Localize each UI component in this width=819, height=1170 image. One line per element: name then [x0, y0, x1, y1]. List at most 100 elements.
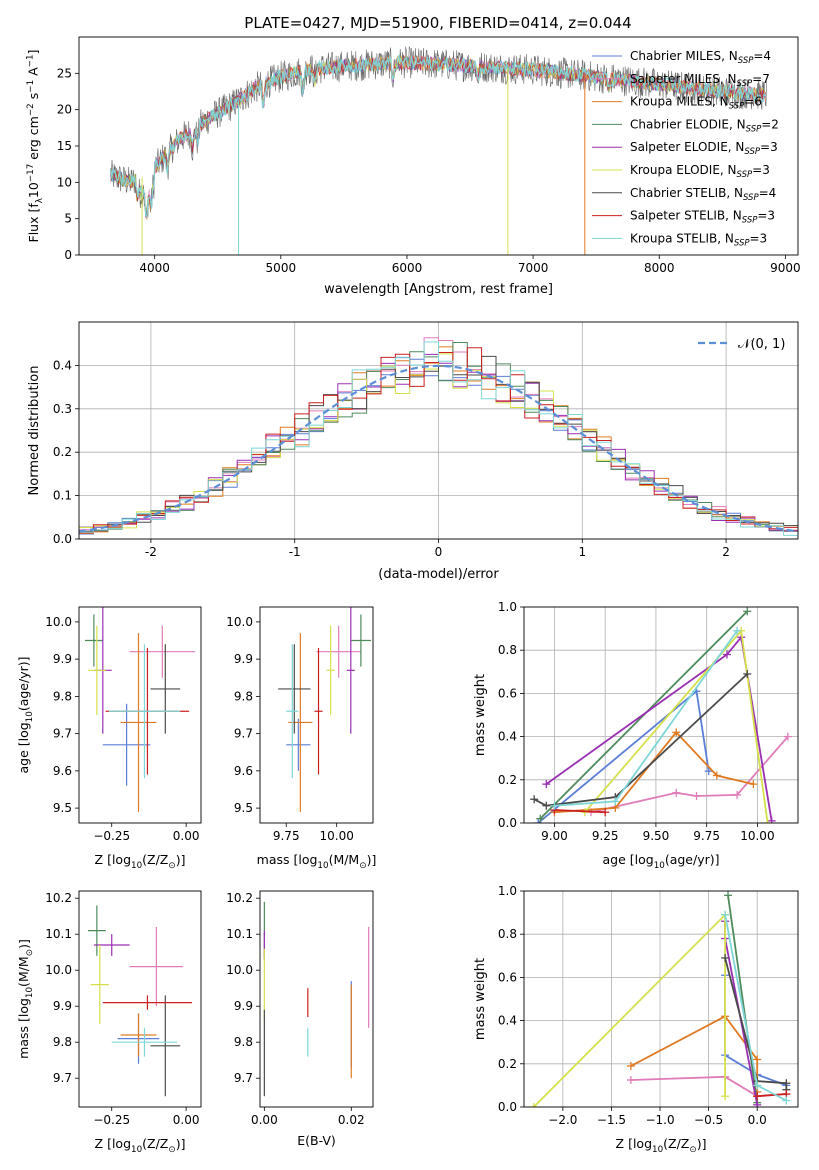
- weight-marker: [704, 767, 713, 776]
- y-tick-label: 0.0: [498, 1100, 517, 1114]
- legend-label: Chabrier ELODIE, NSSP=2: [630, 117, 779, 134]
- mass-vs-Z-xlabel-part: )]: [176, 1136, 186, 1151]
- y-tick-label: 9.6: [234, 764, 253, 778]
- y-tick-label: 9.8: [234, 689, 253, 703]
- y-tick-label: 9.5: [234, 801, 253, 815]
- mass-weight-vs-Z-xlabel-part: 10: [652, 1145, 663, 1155]
- age-vs-Z-ylabel-part: 10: [25, 711, 35, 722]
- legend-sub: SSP: [738, 56, 754, 66]
- weight-marker: [721, 953, 730, 962]
- x-tick-label: 1: [578, 545, 586, 559]
- legend-n: =3: [750, 231, 768, 245]
- age-vs-Z-ylabel-part: (age/yr)]: [16, 656, 31, 711]
- weight-marker: [783, 732, 792, 741]
- legend-name: Salpeter MILES, N: [630, 72, 737, 86]
- x-tick-label: -1: [289, 545, 301, 559]
- mass-weight-vs-Z-xlabel-part: Z [log: [616, 1136, 652, 1151]
- legend-sub: SSP: [743, 193, 759, 203]
- legend-n: =3: [757, 209, 775, 223]
- x-tick-label: 9000: [770, 261, 801, 275]
- weight-marker: [626, 1061, 635, 1070]
- spectrum-ylabel-part: −17: [26, 164, 36, 182]
- age-vs-Z-xlabel-part: (Z/Z: [142, 852, 168, 867]
- errorbar-kroupa-stelib: [286, 644, 299, 779]
- mass-vs-Z-ylabel-part: (M/M: [16, 956, 31, 987]
- weight-marker: [724, 891, 733, 900]
- weight-line-salpeter-stelib: [757, 1093, 787, 1098]
- age-vs-mass-xlabel-part: (M/M: [329, 852, 360, 867]
- spectrum-ylabel-part: s: [26, 93, 41, 104]
- plot-area-spectrum: [109, 45, 767, 255]
- y-tick-label: 20: [57, 103, 72, 117]
- weight-marker: [753, 1100, 762, 1107]
- x-tick-label: 0.00: [173, 1113, 200, 1127]
- y-tick-label: 10.2: [226, 891, 253, 905]
- y-tick-label: 10.0: [226, 963, 253, 977]
- x-tick-label: 9.50: [643, 829, 670, 843]
- errorbar-kroupa-elodie: [87, 625, 106, 715]
- errorbar-chabrier-stelib: [150, 644, 181, 734]
- weight-marker: [626, 1076, 635, 1084]
- weight-marker: [722, 650, 731, 659]
- axes-residuals: -2 -1 0 1 2 0.0 0.1 0.2 0.3 0.4: [53, 321, 799, 559]
- y-tick-label: 15: [57, 139, 72, 153]
- x-tick-label: 6000: [392, 261, 423, 275]
- weight-marker: [721, 1092, 730, 1101]
- mass-vs-Z-xlabel-part: Z [log: [95, 1136, 131, 1151]
- errorbar-salpeter-elodie: [346, 607, 355, 734]
- weight-line-salpeter-elodie: [545, 635, 773, 821]
- weight-marker: [733, 790, 742, 799]
- y-tick-label: 9.9: [53, 999, 72, 1013]
- weight-marker: [712, 771, 721, 780]
- plot-area-mass-vs-Z: [87, 905, 193, 1097]
- y-tick-label: 1.0: [498, 884, 517, 898]
- legend-n: =2: [761, 117, 779, 131]
- axes-mass-vs-EBV: 0.00 0.02 9.7 9.8 9.9 10.0 10.1 10.2: [226, 890, 374, 1127]
- errorbar-chabrier-miles: [102, 703, 151, 786]
- y-tick-label: 0.6: [498, 686, 517, 700]
- weight-marker: [763, 819, 772, 823]
- legend-n: =4: [759, 186, 777, 200]
- x-tick-label: 0.02: [338, 1113, 365, 1127]
- age-vs-Z-ylabel: age [log10(age/yr)]: [16, 656, 35, 773]
- mass-vs-Z-ylabel-part: 10: [25, 987, 35, 998]
- x-tick-label: −0.25: [93, 829, 130, 843]
- x-tick-label: −2.0: [548, 1113, 577, 1127]
- y-tick-label: 10: [57, 175, 72, 189]
- y-tick-label: 0.6: [498, 970, 517, 984]
- residuals-xlabel: (data-model)/error: [378, 567, 499, 582]
- y-tick-label: 10.0: [45, 615, 72, 629]
- legend-name: Chabrier MILES, N: [630, 49, 738, 63]
- weight-line-chabrier-elodie: [727, 895, 759, 1103]
- legend-name: Kroupa STELIB, N: [630, 231, 734, 245]
- y-tick-label: 10.1: [226, 927, 253, 941]
- errorbar-salpeter-stelib: [314, 647, 323, 775]
- y-tick-label: 0.4: [498, 730, 517, 744]
- weight-marker: [672, 728, 681, 737]
- y-tick-label: 0.0: [498, 816, 517, 830]
- spectrum-line-kroupa-stelib: [109, 54, 767, 218]
- spectrum-ylabel: Flux [fλ10−17 erg cm−2 s−1 A−1]: [25, 50, 44, 243]
- figure-title: PLATE=0427, MJD=51900, FIBERID=0414, z=0…: [244, 14, 631, 32]
- axes-frame: [259, 890, 374, 1108]
- y-tick-label: 0.2: [498, 1057, 517, 1071]
- x-tick-label: −0.25: [93, 1113, 130, 1127]
- errorbar-chabrier-elodie: [87, 905, 106, 956]
- axes-frame: [78, 606, 202, 824]
- y-tick-label: 9.7: [234, 727, 253, 741]
- legend-n: =4: [753, 49, 771, 63]
- legend-label: Kroupa ELODIE, NSSP=3: [630, 163, 770, 180]
- spectrum-ylabel-part: λ: [35, 198, 45, 203]
- age-vs-mass-xlabel-part: ⊙: [359, 861, 366, 871]
- age-vs-mass-xlabel: mass [log10(M/M⊙)]: [257, 852, 377, 871]
- legend-sub: SSP: [737, 79, 753, 89]
- weight-line-chabrier-stelib: [533, 673, 748, 807]
- weight-marker: [534, 819, 543, 823]
- errorbar-chabrier-elodie: [350, 614, 371, 667]
- y-tick-label: 0.2: [498, 773, 517, 787]
- axes-frame: [523, 606, 799, 824]
- x-tick-label: 10.00: [319, 829, 353, 843]
- axes-age-vs-mass: 9.75 10.00 9.5 9.6 9.7 9.8 9.9 10.0: [226, 606, 374, 843]
- errorbar-kroupa-miles: [120, 1013, 157, 1057]
- weight-marker: [743, 607, 752, 616]
